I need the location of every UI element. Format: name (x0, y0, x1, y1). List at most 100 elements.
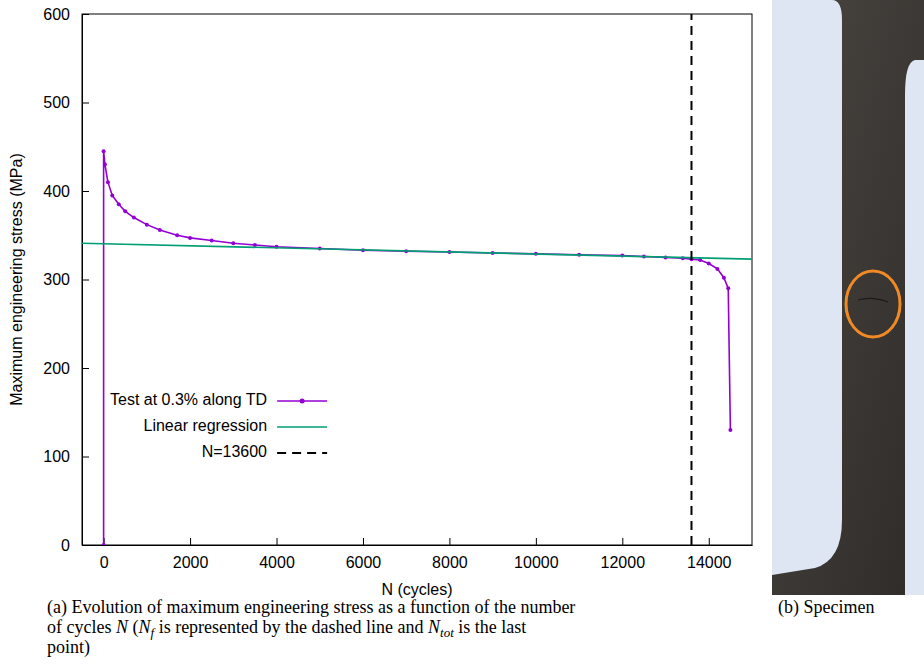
tick-label: 0 (61, 537, 70, 554)
caption-line: (a) Evolution of maximum engineering str… (47, 597, 575, 618)
tick: 600 (43, 6, 89, 23)
tick-label: 600 (43, 6, 70, 23)
caption-text: tot (440, 625, 454, 640)
data-point (188, 236, 192, 240)
tick-mark (709, 538, 710, 545)
tick-label: 14000 (687, 554, 732, 571)
data-point (102, 149, 106, 153)
caption-text: point) (47, 637, 90, 658)
tick-mark (622, 538, 623, 545)
tick-label: 0 (100, 554, 109, 571)
tick-label: 100 (43, 448, 70, 465)
tick: 500 (43, 94, 89, 111)
data-point (728, 428, 732, 432)
y-axis: 0 100 200 300 400 500 600 (43, 6, 89, 554)
figure: 0 2000 4000 6000 8000 10000 12000 14000 0 100 200 3… (0, 0, 924, 668)
tick: 0 (61, 537, 89, 554)
legend-label: N=13600 (202, 443, 267, 460)
caption-b: (b) Specimen (778, 597, 874, 618)
caption-text: N (115, 617, 129, 637)
data-point (110, 193, 114, 197)
legend: Test at 0.3% along TD Linear regression N=… (110, 391, 327, 460)
data-point (106, 180, 110, 184)
tick-mark (82, 191, 89, 192)
tick: 2000 (173, 538, 209, 571)
legend-label: Test at 0.3% along TD (110, 391, 267, 408)
data-point (123, 209, 127, 213)
captions: (a) Evolution of maximum engineering str… (47, 597, 874, 658)
crack-highlight (846, 271, 900, 337)
x-axis-title: N (cycles) (381, 581, 452, 598)
tick: 10000 (514, 538, 559, 571)
caption-text: ( (128, 617, 139, 638)
chart: 0 2000 4000 6000 8000 10000 12000 14000 0 100 200 3… (8, 6, 753, 598)
tick-label: 12000 (601, 554, 646, 571)
tick-mark (82, 368, 89, 369)
legend-marker (300, 399, 305, 404)
tick-mark (82, 457, 89, 458)
tick-mark (449, 538, 450, 545)
tick-mark (190, 538, 191, 545)
tick: 100 (43, 448, 89, 465)
tick-label: 300 (43, 271, 70, 288)
data-point (102, 543, 106, 545)
x-axis: 0 2000 4000 6000 8000 10000 12000 14000 (83, 538, 753, 571)
tick: 4000 (259, 538, 295, 571)
data-point (210, 239, 214, 243)
legend-swatch (277, 426, 327, 428)
specimen-grip (905, 60, 924, 595)
photo-background (772, 0, 924, 595)
tick-mark (277, 538, 278, 545)
data-point (722, 276, 726, 280)
x-axis-line (83, 545, 753, 546)
tick-label: 2000 (173, 554, 209, 571)
legend-swatch (277, 452, 327, 454)
caption-line: point) (47, 637, 90, 658)
tick-mark (82, 545, 89, 546)
plot-area (82, 14, 752, 545)
y-axis-title: Maximum engineering stress (MPa) (8, 153, 25, 406)
caption-text: of cycles (47, 617, 116, 637)
caption-text: N (137, 617, 151, 637)
data-point (707, 262, 711, 266)
caption-text: is the last (454, 617, 527, 637)
tick-label: 10000 (514, 554, 559, 571)
series-line (82, 243, 752, 259)
tick: 12000 (601, 538, 646, 571)
legend-label: Linear regression (144, 417, 268, 434)
data-point (726, 286, 730, 290)
series (82, 243, 752, 259)
tick-label: 500 (43, 94, 70, 111)
data-point (145, 223, 149, 227)
tick-mark (82, 103, 89, 104)
series-line (104, 151, 731, 545)
tick: 6000 (346, 538, 382, 571)
crack (858, 298, 888, 302)
data-point (231, 241, 235, 245)
tick-label: 4000 (259, 554, 295, 571)
series-line (690, 14, 692, 545)
data-point (253, 243, 257, 247)
caption-text: is represented by the dashed line and (154, 617, 428, 637)
tick: 400 (43, 183, 89, 200)
tick-label: 8000 (432, 554, 468, 571)
data-point (132, 216, 136, 220)
tick-mark (82, 14, 89, 15)
series (691, 14, 692, 545)
tick: 14000 (687, 538, 732, 571)
tick-mark (536, 538, 537, 545)
tick-label: 400 (43, 183, 70, 200)
specimen-grip (772, 0, 842, 575)
data-point (117, 202, 121, 206)
tick-label: 200 (43, 360, 70, 377)
specimen-photo (772, 0, 924, 595)
caption-line: of cycles N (Nf is represented by the da… (47, 617, 526, 640)
tick: 300 (43, 271, 89, 288)
series (102, 149, 733, 545)
tick-mark (363, 538, 364, 545)
data-point (158, 228, 162, 232)
data-point (175, 233, 179, 237)
tick: 8000 (432, 538, 468, 571)
plot-frame (82, 14, 752, 545)
caption-text: N (427, 617, 441, 637)
